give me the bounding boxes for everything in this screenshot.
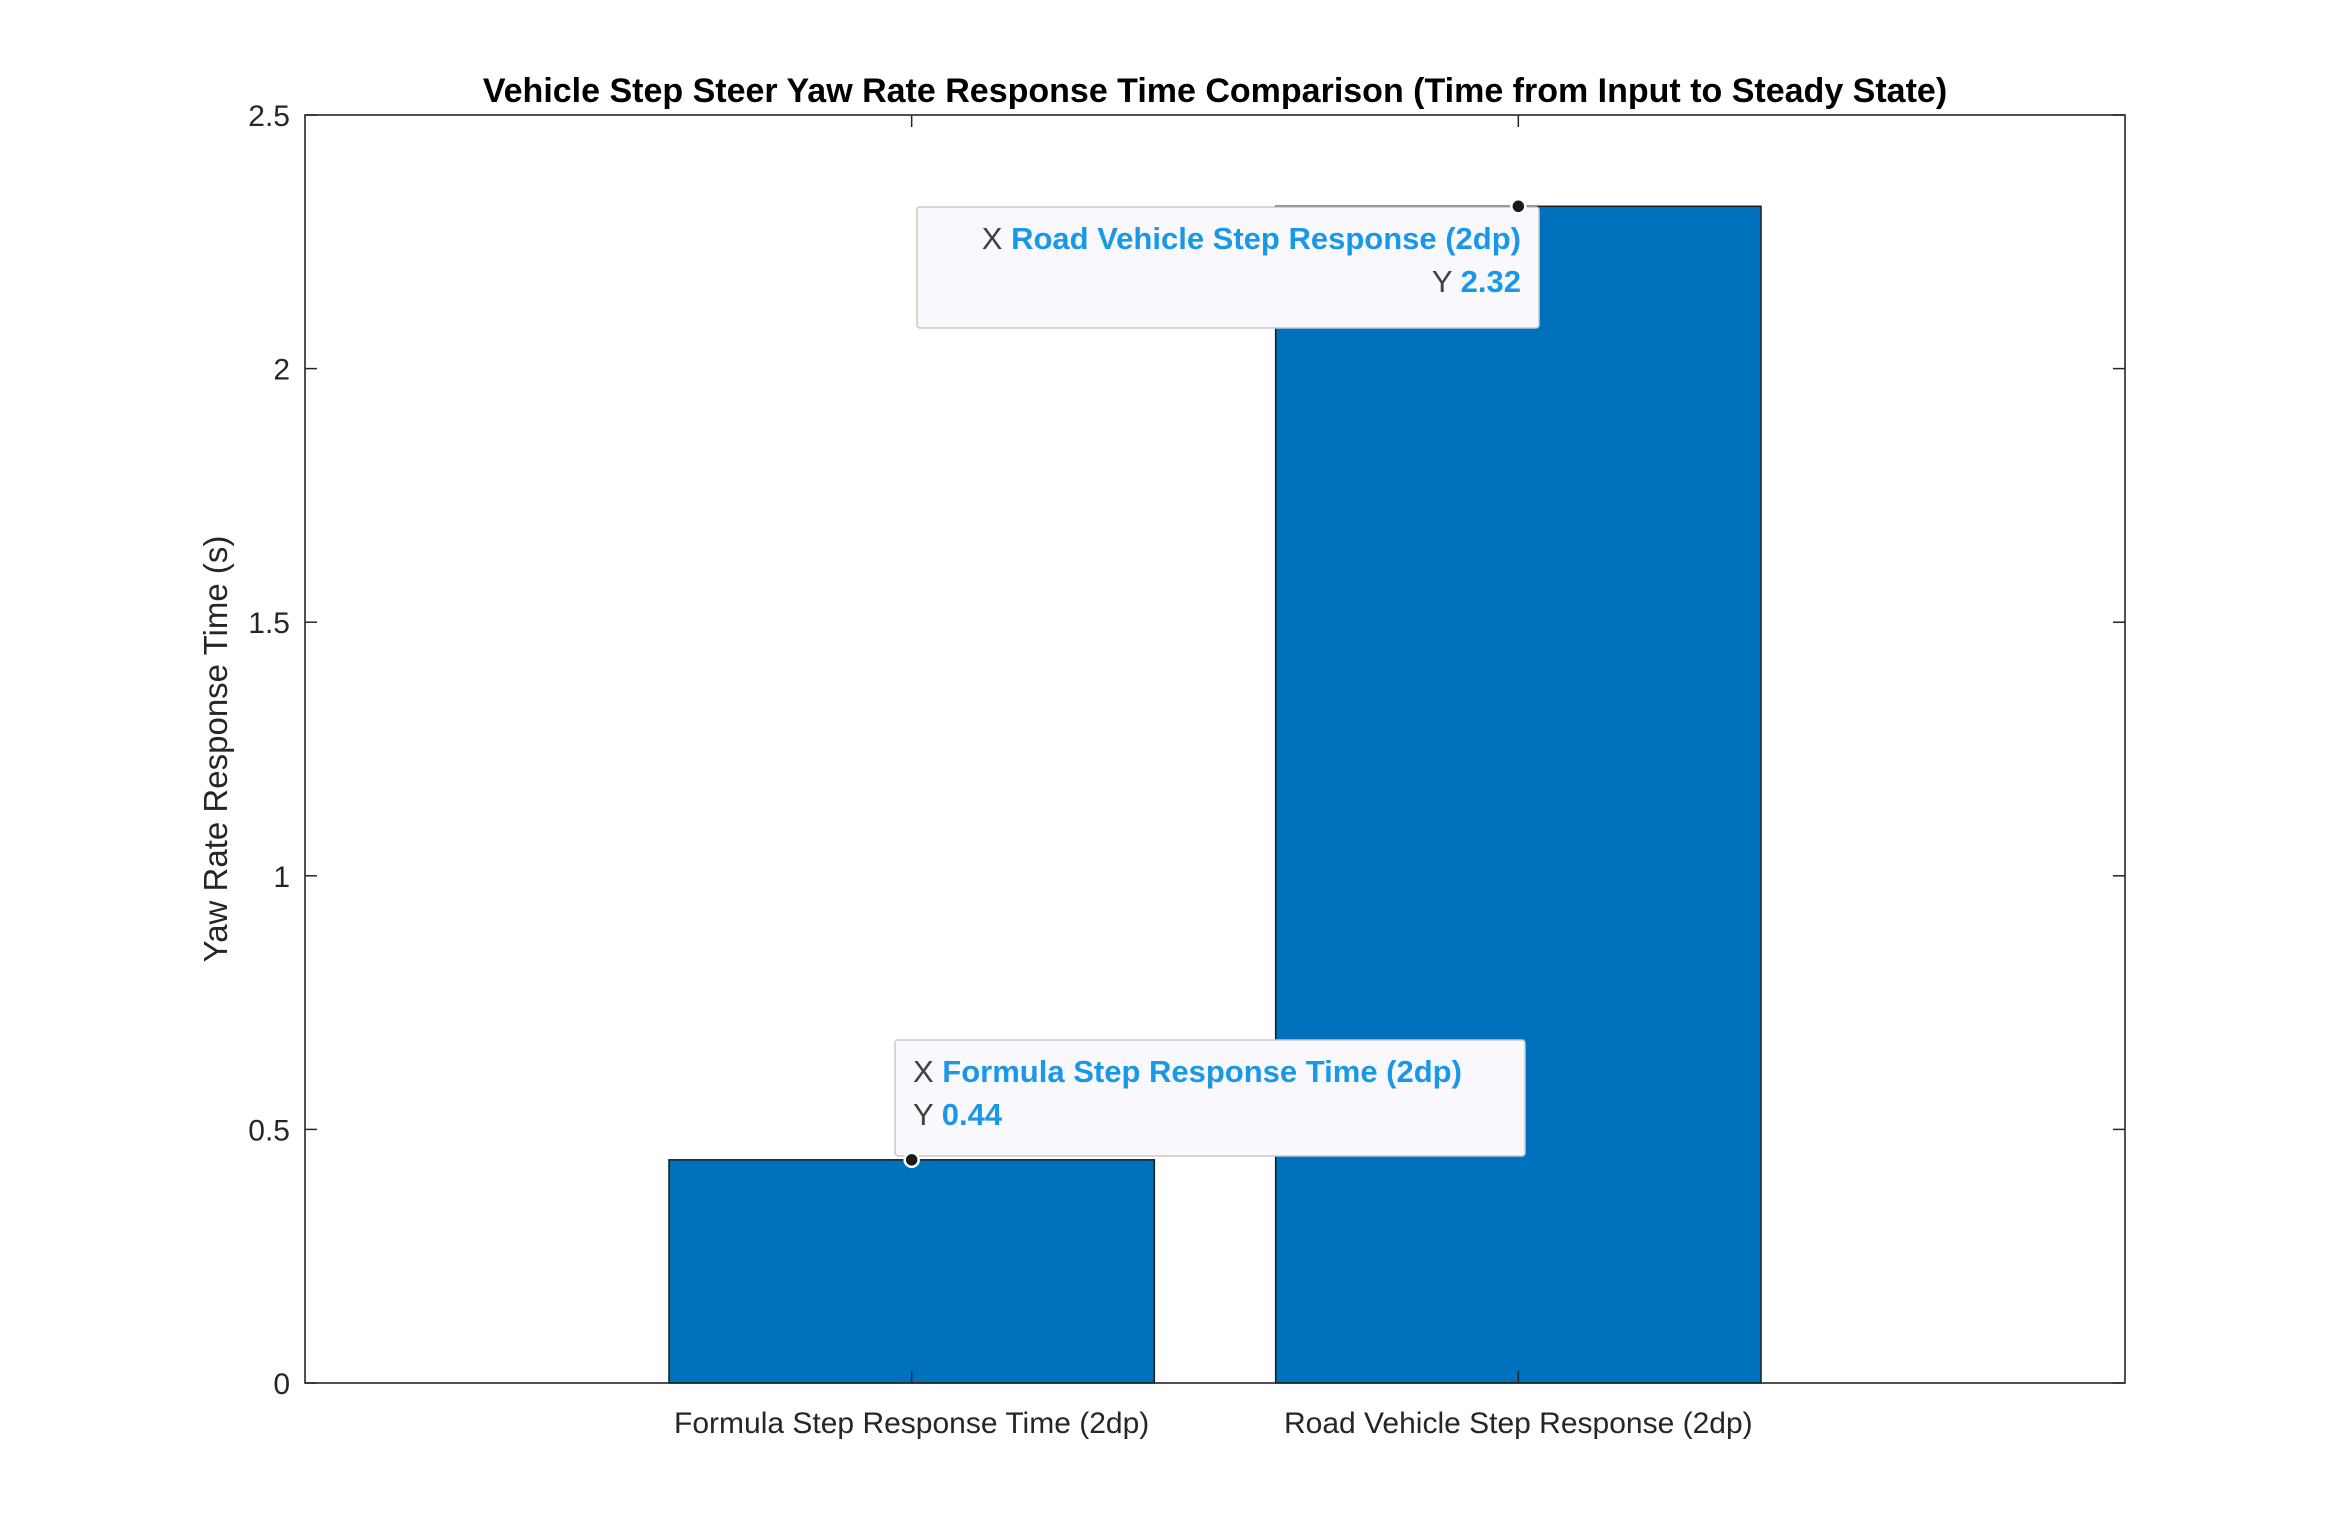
y-tick-label: 0.5	[248, 1114, 290, 1147]
datatip-value: 2.32	[1461, 264, 1521, 299]
x-tick-label: Formula Step Response Time (2dp)	[674, 1407, 1149, 1440]
y-tick-label: 0	[273, 1368, 290, 1401]
datatip-key: Y	[913, 1097, 942, 1132]
datatip-key: X	[982, 221, 1011, 256]
datatip-box	[916, 206, 1540, 329]
y-tick-label: 2.5	[248, 100, 290, 133]
y-tick-label: 1.5	[248, 607, 290, 640]
datatip-key: X	[913, 1054, 942, 1089]
datatip-value: Formula Step Response Time (2dp)	[942, 1054, 1462, 1089]
y-tick-label: 1	[273, 861, 290, 894]
datatip-box	[894, 1039, 1526, 1157]
datatip-1[interactable]: X Formula Step Response Time (2dp)Y 0.44	[894, 1039, 1526, 1169]
datatip-line: X Formula Step Response Time (2dp)	[913, 1054, 1462, 1089]
datatip-2[interactable]: X Road Vehicle Step Response (2dp) Y 2.32	[916, 198, 1540, 329]
bar-1	[668, 1159, 1156, 1384]
chart-title: Vehicle Step Steer Yaw Rate Response Tim…	[483, 72, 1947, 110]
ticks-group: 0 0.5 1 1.5 2 2.5 Formula Step Response Time (…	[248, 100, 2125, 1440]
datatip-value: Road Vehicle Step Response (2dp)	[1011, 221, 1521, 256]
datatip-value: 0.44	[942, 1097, 1003, 1132]
bar-2	[1274, 205, 1762, 1384]
x-tick-label: Road Vehicle Step Response (2dp)	[1284, 1407, 1753, 1440]
datatip-key: Y	[1432, 264, 1461, 299]
datatips-group: X Formula Step Response Time (2dp)Y 0.44…	[894, 198, 1540, 1169]
datatip-marker[interactable]	[903, 1151, 920, 1169]
datatip-line: Y 2.32	[1432, 264, 1521, 299]
datatip-line: X Road Vehicle Step Response (2dp)	[982, 221, 1521, 256]
datatip-marker[interactable]	[1510, 198, 1527, 215]
datatip-line: Y 0.44	[913, 1097, 1003, 1132]
plot-frame	[304, 114, 2126, 1384]
y-axis-label: Yaw Rate Response Time (s)	[197, 536, 234, 963]
y-tick-label: 2	[273, 354, 290, 387]
bars-group	[668, 205, 1762, 1384]
